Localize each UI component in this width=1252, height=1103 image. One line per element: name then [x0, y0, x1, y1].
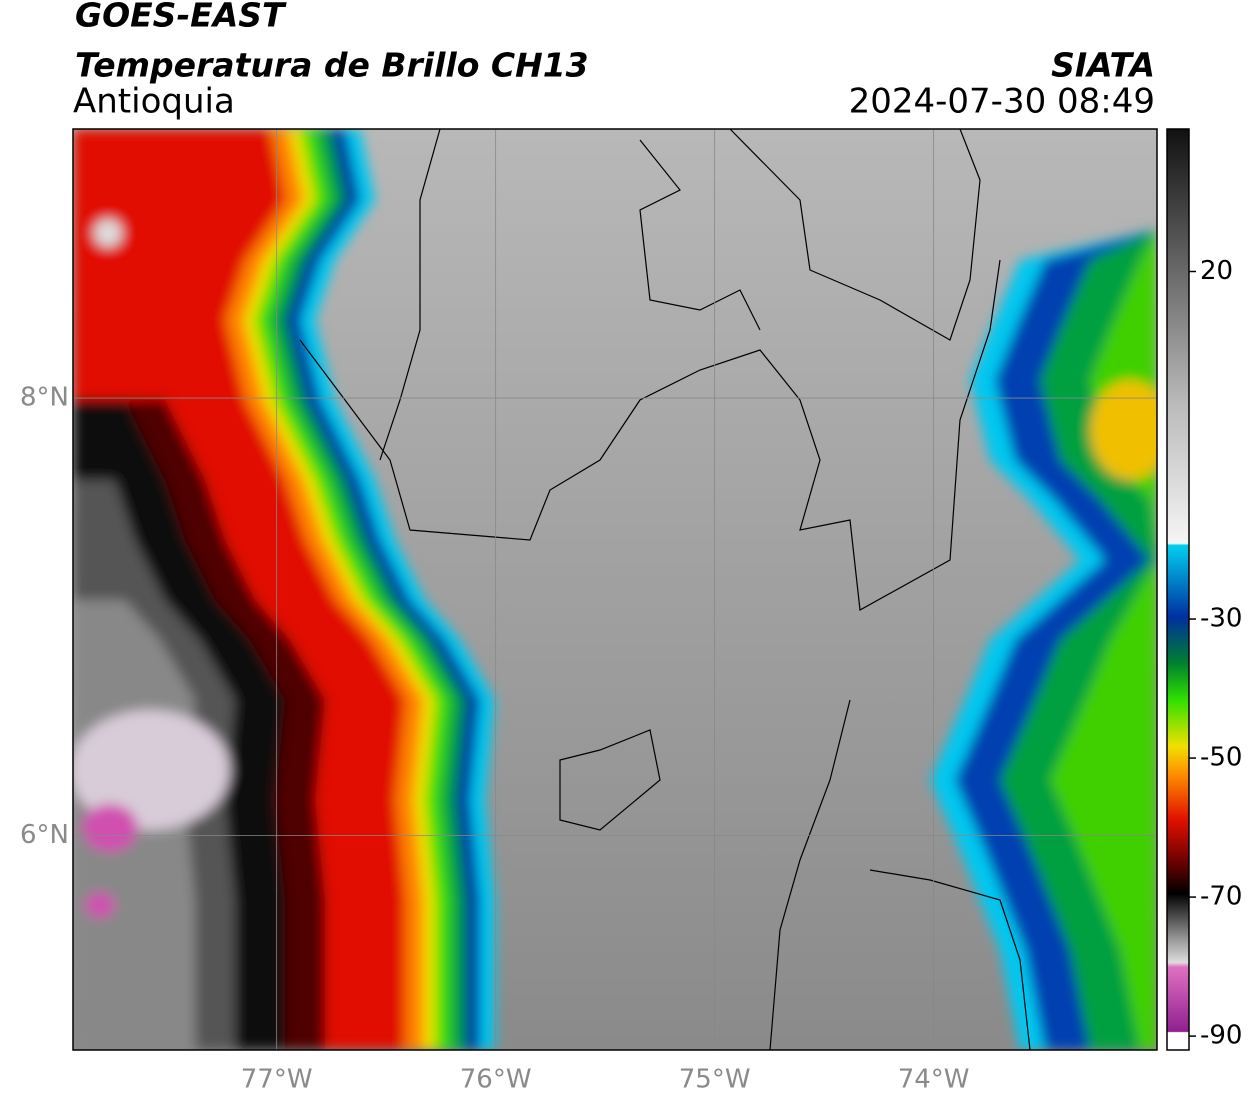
colorbar-tick-label: -70 [1200, 882, 1242, 912]
x-tick-label: 74°W [898, 1065, 970, 1095]
cloud-core [1090, 380, 1157, 480]
colorbar [1166, 128, 1190, 1051]
x-tick-label: 75°W [679, 1065, 751, 1095]
colorbar-tick-label: -90 [1200, 1021, 1242, 1051]
cloud-core [94, 219, 122, 247]
department-border [559, 729, 661, 831]
department-border [639, 139, 761, 331]
department-border [379, 129, 441, 461]
y-tick-label: 6°N [20, 820, 69, 850]
colorbar-tick-label: -30 [1200, 604, 1242, 634]
y-tick-label: 8°N [20, 383, 69, 413]
x-tick-label: 77°W [241, 1065, 313, 1095]
cloud-core [73, 710, 230, 830]
department-border [869, 869, 1031, 1050]
colorbar-tick-label: -50 [1200, 743, 1242, 773]
map-area [73, 129, 1157, 1050]
borders [299, 129, 1031, 1050]
cloud-core [85, 892, 115, 918]
grid [73, 129, 1157, 1050]
department-border [769, 699, 851, 1050]
department-border [299, 259, 1001, 611]
title: GOES-EAST [75, 0, 287, 35]
source: SIATA [1051, 46, 1155, 85]
x-tick-label: 76°W [460, 1065, 532, 1095]
subtitle: Temperatura de Brillo CH13 [75, 46, 589, 85]
tick-labels: 77°W 76°W 75°W 74°W 6°N 8°N 20 -30 -50 -70 -90 [20, 256, 1242, 1095]
department-border [729, 129, 981, 341]
cloud-core [82, 804, 138, 852]
map-frame [72, 128, 1158, 1051]
colorbar-tick-label: 20 [1200, 256, 1233, 286]
datetime: 2024-07-30 08:49 [849, 82, 1155, 122]
region: Antioquia [73, 82, 235, 122]
